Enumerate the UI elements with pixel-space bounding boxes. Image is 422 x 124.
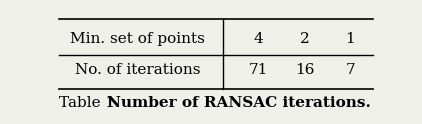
Text: 1: 1	[346, 32, 355, 46]
Text: 71: 71	[249, 63, 268, 77]
Text: 4: 4	[254, 32, 264, 46]
Text: Number of RANSAC iterations.: Number of RANSAC iterations.	[107, 96, 371, 110]
Text: 16: 16	[295, 63, 314, 77]
Text: 2: 2	[300, 32, 309, 46]
Text: No. of iterations: No. of iterations	[75, 63, 200, 77]
Text: Min. set of points: Min. set of points	[70, 32, 205, 46]
Text: 7: 7	[346, 63, 355, 77]
Text: Table 1.: Table 1.	[59, 96, 125, 110]
